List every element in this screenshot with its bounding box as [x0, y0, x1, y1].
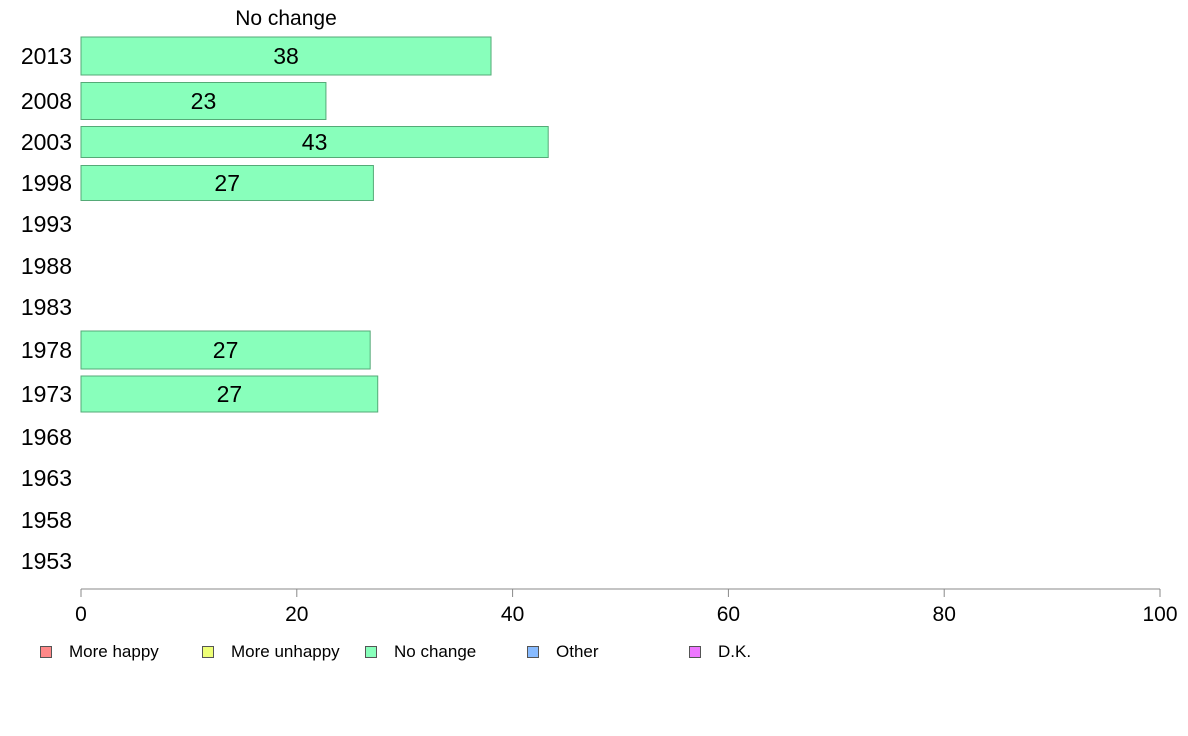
x-tick-label: 0 — [75, 603, 87, 626]
legend-item-more-happy: More happy — [40, 641, 159, 663]
y-tick-label: 1998 — [21, 170, 72, 196]
y-tick-label: 1983 — [21, 294, 72, 320]
bar — [80, 375, 379, 413]
legend-swatch-other — [527, 646, 539, 658]
data-label: 23 — [191, 88, 217, 114]
legend-label: Other — [556, 642, 599, 661]
x-tick-label: 20 — [285, 603, 308, 626]
bar — [80, 165, 374, 201]
legend-item-more-unhappy: More unhappy — [202, 641, 340, 663]
data-label: 27 — [213, 337, 239, 363]
legend-label: No change — [394, 642, 477, 661]
legend-label: More happy — [69, 642, 159, 661]
x-tick-label: 40 — [501, 603, 524, 626]
legend-item-no-change: No change — [365, 641, 476, 663]
data-label: 27 — [214, 170, 240, 196]
bar — [80, 126, 549, 158]
bar — [80, 330, 371, 370]
x-tick-label: 100 — [1142, 603, 1177, 626]
legend-swatch-more-unhappy — [202, 646, 214, 658]
data-label: 43 — [302, 129, 328, 155]
y-tick-label: 1978 — [21, 337, 72, 363]
data-label: 38 — [273, 43, 299, 69]
y-tick-label: 1953 — [21, 548, 72, 574]
y-tick-label: 1958 — [21, 507, 72, 533]
legend-swatch-more-happy — [40, 646, 52, 658]
x-tick-label: 80 — [933, 603, 956, 626]
bar — [80, 82, 327, 120]
y-tick-label: 1993 — [21, 211, 72, 237]
y-tick-label: 1968 — [21, 424, 72, 450]
bar — [80, 36, 492, 76]
y-tick-label: 1963 — [21, 465, 72, 491]
legend-item-other: Other — [527, 641, 599, 663]
y-tick-label: 1988 — [21, 253, 72, 279]
panel-title: No change — [235, 7, 337, 30]
legend-label: D.K. — [718, 642, 752, 661]
legend-swatch-dk — [689, 646, 701, 658]
x-tick-label: 60 — [717, 603, 740, 626]
legend-label: More unhappy — [231, 642, 340, 661]
y-tick-label: 2003 — [21, 129, 72, 155]
y-tick-label: 2008 — [21, 88, 72, 114]
y-tick-label: 2013 — [21, 43, 72, 69]
legend-swatch-no-change — [365, 646, 377, 658]
y-tick-label: 1973 — [21, 381, 72, 407]
legend-item-dk: D.K. — [689, 641, 751, 663]
data-label: 27 — [217, 381, 243, 407]
